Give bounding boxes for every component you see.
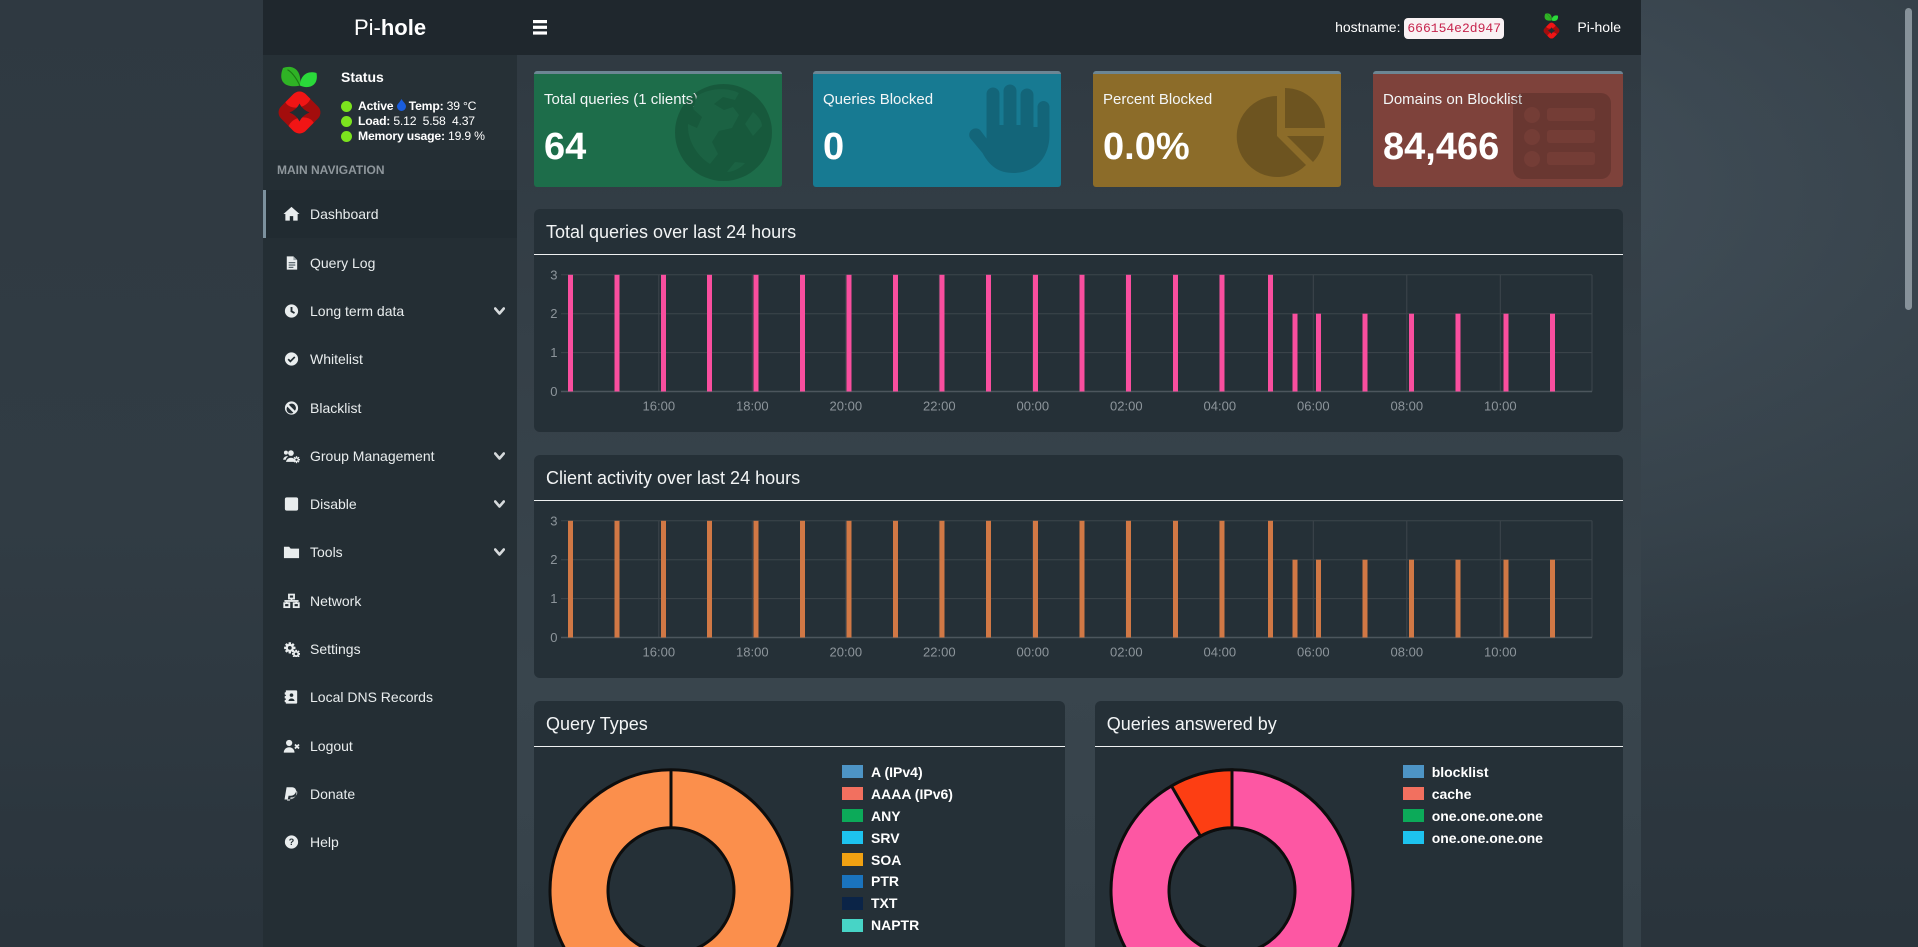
svg-text:00:00: 00:00 xyxy=(1017,399,1050,414)
svg-text:16:00: 16:00 xyxy=(643,399,676,414)
svg-text:3: 3 xyxy=(550,513,557,528)
svg-text:1: 1 xyxy=(550,345,557,360)
svg-text:10:00: 10:00 xyxy=(1484,645,1517,660)
svg-text:2: 2 xyxy=(550,306,557,321)
svg-text:?: ? xyxy=(289,837,294,847)
svg-text:08:00: 08:00 xyxy=(1391,645,1424,660)
svg-text:22:00: 22:00 xyxy=(923,645,956,660)
svg-text:04:00: 04:00 xyxy=(1204,399,1237,414)
svg-text:18:00: 18:00 xyxy=(736,399,769,414)
svg-text:1: 1 xyxy=(550,591,557,606)
svg-text:20:00: 20:00 xyxy=(830,645,863,660)
svg-text:06:00: 06:00 xyxy=(1297,399,1330,414)
svg-text:0: 0 xyxy=(550,384,557,399)
svg-text:3: 3 xyxy=(550,267,557,282)
svg-text:04:00: 04:00 xyxy=(1204,645,1237,660)
svg-text:2: 2 xyxy=(550,552,557,567)
svg-text:06:00: 06:00 xyxy=(1297,645,1330,660)
svg-text:10:00: 10:00 xyxy=(1484,399,1517,414)
svg-text:00:00: 00:00 xyxy=(1017,645,1050,660)
svg-text:08:00: 08:00 xyxy=(1391,399,1424,414)
svg-text:18:00: 18:00 xyxy=(736,645,769,660)
svg-text:16:00: 16:00 xyxy=(643,645,676,660)
svg-text:02:00: 02:00 xyxy=(1110,399,1143,414)
svg-text:0: 0 xyxy=(550,630,557,645)
svg-text:20:00: 20:00 xyxy=(830,399,863,414)
svg-text:22:00: 22:00 xyxy=(923,399,956,414)
svg-text:02:00: 02:00 xyxy=(1110,645,1143,660)
